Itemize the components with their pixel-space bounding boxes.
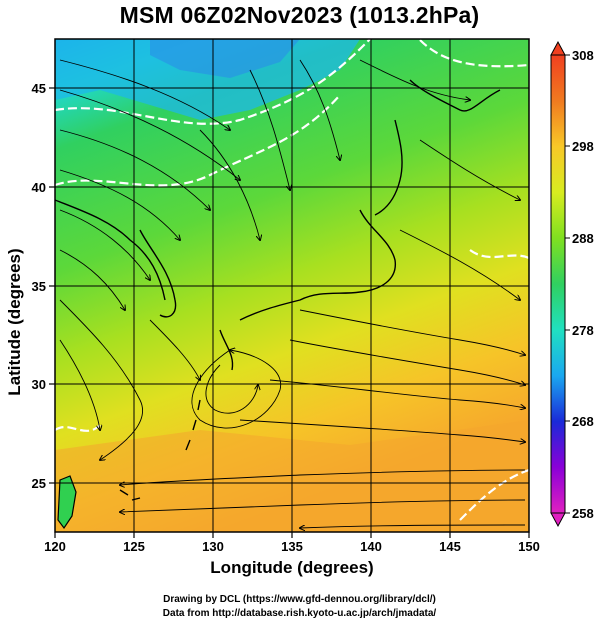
y-tick-label: 35: [32, 279, 46, 294]
colorbar-tick-label: 298: [572, 139, 594, 154]
data-credit: Data from http://database.rish.kyoto-u.a…: [162, 608, 437, 619]
y-tick-label: 40: [32, 180, 46, 195]
y-tick-labels: 25 30 35 40 45: [32, 81, 46, 491]
y-tick-label: 45: [32, 81, 46, 96]
y-tick-label: 25: [32, 476, 46, 491]
colorbar-tick-label: 258: [572, 506, 594, 521]
chart-title: MSM 06Z02Nov2023 (1013.2hPa): [119, 2, 480, 28]
x-tick-label: 130: [202, 539, 224, 554]
y-tick-label: 30: [32, 377, 46, 392]
colorbar-scale: [550, 54, 566, 514]
colorbar: 308 298 288 278 268 258: [550, 40, 594, 528]
colorbar-tick-label: 288: [572, 231, 594, 246]
tick-marks: [49, 87, 530, 538]
colorbar-tick-label: 308: [572, 48, 594, 63]
cold-region-north: [55, 39, 360, 120]
x-tick-label: 120: [44, 539, 66, 554]
x-tick-label: 150: [518, 539, 540, 554]
taiwan-island: [57, 475, 77, 530]
x-tick-label: 135: [281, 539, 303, 554]
colorbar-max-arrow: [550, 40, 566, 56]
colorbar-tick-label: 268: [572, 414, 594, 429]
x-tick-label: 140: [360, 539, 382, 554]
y-axis-label: Latitude (degrees): [5, 248, 24, 396]
cold-core-north: [150, 39, 300, 78]
isotherm-contours: [55, 39, 529, 521]
colorbar-min-arrow: [550, 512, 566, 528]
drawing-credit: Drawing by DCL (https://www.gfd-dennou.o…: [163, 594, 436, 605]
graticule: [55, 39, 529, 532]
x-tick-label: 125: [123, 539, 145, 554]
x-axis-label: Longitude (degrees): [210, 558, 374, 577]
x-tick-labels: 120 125 130 135 140 145 150: [44, 539, 540, 554]
x-tick-label: 145: [439, 539, 461, 554]
colorbar-tick-label: 278: [572, 323, 594, 338]
